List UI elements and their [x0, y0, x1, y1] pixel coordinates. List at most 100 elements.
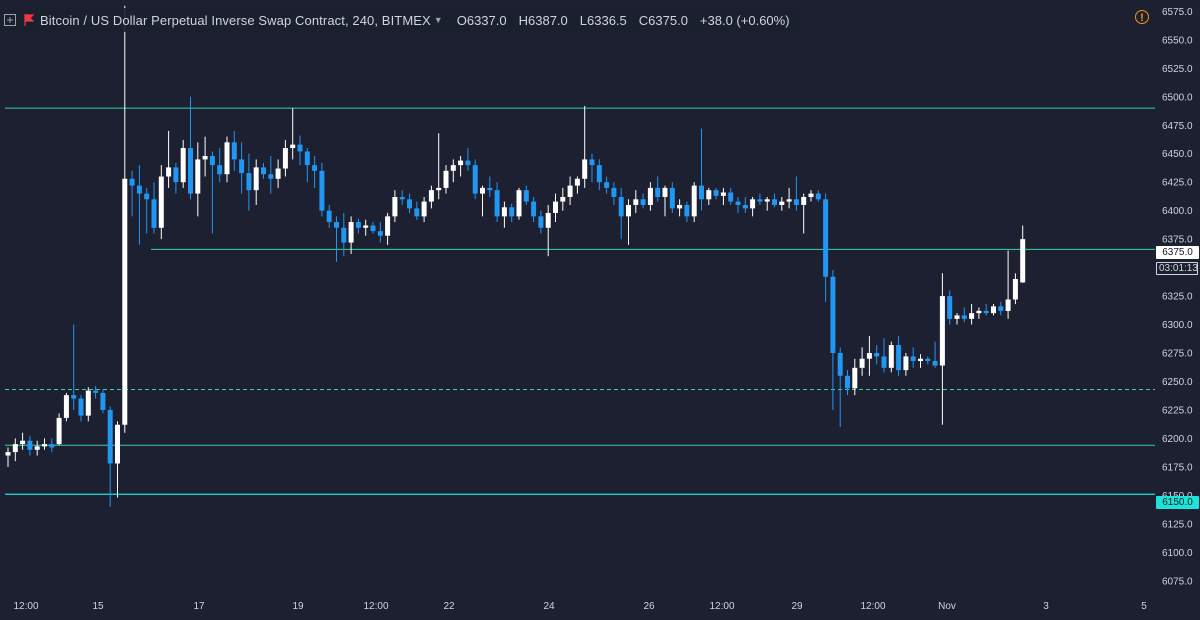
candle [611, 182, 617, 205]
candle-body [757, 199, 763, 202]
symbol-title[interactable]: Bitcoin / US Dollar Perpetual Inverse Sw… [40, 12, 431, 28]
candle-body [925, 358, 931, 361]
candle [874, 345, 880, 365]
candle-body [239, 159, 245, 174]
candle-body [983, 310, 989, 314]
ohlc-low: L6336.5 [579, 12, 627, 28]
candle-body [63, 395, 69, 418]
chevron-down-icon[interactable]: ▼ [433, 15, 443, 25]
candle [472, 159, 478, 200]
candle [538, 210, 544, 234]
time-axis[interactable]: 12:00 15 17 19 12:00 22 24 26 12:00 29 12:00 Nov 3 5 [0, 595, 1155, 615]
candle-body [961, 315, 967, 319]
candle [261, 162, 266, 179]
candle [122, 5, 128, 433]
candle [976, 307, 982, 319]
candle-body [538, 216, 544, 228]
y-tick-label: 6500.0 [1162, 92, 1193, 103]
flag-icon[interactable] [24, 14, 34, 26]
candle [655, 176, 661, 202]
candle [596, 159, 602, 191]
candle [20, 432, 26, 450]
candle [355, 218, 361, 234]
candle-body [370, 225, 376, 232]
candle [706, 187, 712, 205]
candle [85, 387, 91, 422]
candle-body [20, 440, 26, 445]
candle [5, 447, 11, 467]
candle-body [188, 148, 193, 194]
candle-body [903, 356, 909, 371]
candle [12, 438, 18, 462]
chart-area[interactable] [0, 0, 1155, 595]
candle-body [750, 199, 756, 209]
candle [881, 338, 887, 373]
candle-body [107, 409, 113, 464]
candle-body [268, 174, 274, 179]
y-tick-label: 6200.0 [1162, 434, 1193, 445]
candle [63, 392, 69, 422]
candle-body [122, 178, 128, 425]
warning-icon[interactable]: ! [1135, 10, 1149, 24]
candle-body [874, 353, 880, 357]
candle [385, 212, 391, 245]
x-tick-label: 24 [543, 601, 555, 612]
candle-body [1020, 239, 1026, 283]
candle-body [180, 148, 186, 183]
candle [450, 159, 456, 183]
price-axis[interactable]: 6575.0 6550.0 6525.0 6500.0 6475.0 6450.0 6425… [1155, 0, 1200, 595]
ohlc-close: C6375.0 [638, 12, 688, 28]
x-tick-label: 26 [643, 601, 655, 612]
candle [1012, 273, 1018, 305]
ohlc-values: O6337.0 H6387.0 L6336.5 C6375.0 +38.0 (+… [457, 13, 790, 28]
candle-body [793, 199, 799, 205]
candle [319, 162, 325, 217]
candle-body [246, 173, 252, 191]
candle [859, 347, 865, 376]
y-tick-label: 6575.0 [1162, 7, 1193, 18]
candle-body [845, 375, 850, 389]
candle [523, 185, 529, 205]
candle [604, 176, 610, 194]
candle [107, 406, 113, 507]
candle [662, 185, 668, 217]
candle [830, 269, 836, 410]
candle [567, 176, 573, 205]
candle-body [852, 367, 858, 389]
countdown-value: 03:01:13 [1159, 263, 1198, 274]
expand-icon[interactable] [4, 14, 16, 26]
candle [458, 156, 464, 177]
candle-body [115, 424, 120, 464]
candle-body [640, 199, 646, 205]
candle [1005, 250, 1011, 319]
candle [896, 335, 902, 376]
candle-body [399, 197, 405, 200]
candle [501, 201, 507, 228]
candle-body [195, 159, 201, 194]
candle [742, 197, 748, 213]
candle-body [202, 156, 208, 160]
candle [49, 438, 55, 453]
candle [618, 187, 624, 240]
candle-body [655, 187, 661, 198]
candle [268, 156, 274, 194]
countdown-badge: 03:01:13 [1156, 262, 1198, 275]
candle [531, 197, 537, 223]
candle-body [939, 296, 945, 366]
ohlc-high: H6387.0 [518, 12, 568, 28]
candle [326, 204, 332, 228]
candle-body [545, 212, 551, 228]
candlestick-plot[interactable] [0, 0, 1155, 595]
candle-body [34, 446, 40, 450]
candle [370, 222, 376, 234]
candle-body [100, 392, 106, 410]
candle [888, 341, 894, 373]
candle-body [12, 444, 18, 453]
candle [633, 190, 639, 213]
candle [720, 187, 726, 205]
candle-body [261, 167, 266, 175]
candle-body [5, 452, 11, 456]
candle-body [290, 144, 296, 149]
x-tick-label: 22 [443, 601, 455, 612]
y-tick-label: 6550.0 [1162, 35, 1193, 46]
